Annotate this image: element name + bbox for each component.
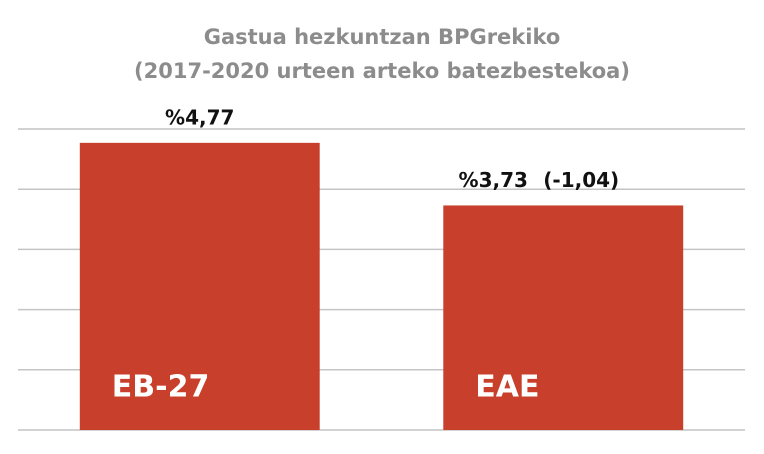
- chart-title: (2017-2020 urteen arteko batezbestekoa): [134, 59, 630, 83]
- value-label: %4,77: [165, 105, 234, 129]
- bar: [443, 205, 684, 430]
- bar: [79, 142, 320, 430]
- annotation: (-1,04): [543, 168, 619, 192]
- category-label: EB-27: [112, 370, 210, 405]
- category-label: EAE: [475, 370, 539, 405]
- chart-title: Gastua hezkuntzan BPGrekiko: [204, 25, 561, 49]
- value-label: %3,73: [459, 168, 528, 192]
